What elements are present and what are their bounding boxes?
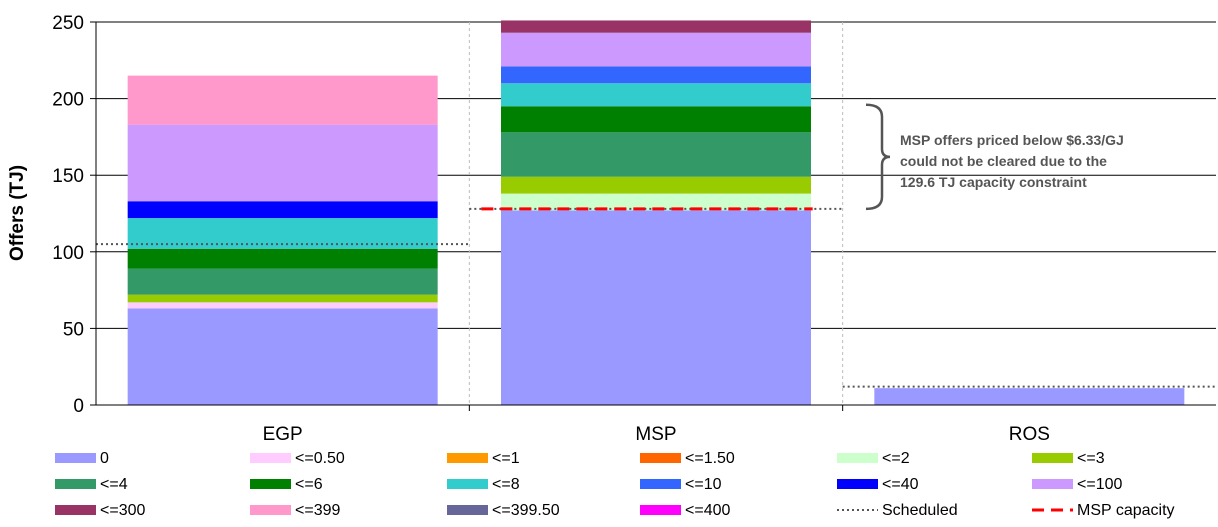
bar-egp-series-0: [127, 308, 438, 405]
legend-item-10-label: <=40: [882, 476, 919, 493]
y-tick-label-150: 150: [52, 166, 84, 187]
legend-item-2-swatch: [447, 453, 488, 463]
bar-msp-series-8: [501, 83, 811, 107]
y-tick-label-50: 50: [63, 319, 84, 340]
legend-item-9-label: <=10: [685, 476, 722, 493]
legend: 0 <=0.50 <=1 <=1.50 <=2 <=3 <=4 <=6 <=8 <=10 <=40 <…: [55, 450, 1175, 519]
legend-item-14-label: <=399.50: [492, 502, 560, 519]
bar-egp-series-5: [127, 294, 438, 303]
x-tick-label-ros: ROS: [1009, 424, 1050, 445]
annotation-line-3: 129.6 TJ capacity constraint: [900, 174, 1087, 190]
legend-item-6-swatch: [55, 479, 96, 489]
legend-item-4-label: <=2: [882, 450, 910, 467]
bar-msp-series-4: [501, 193, 811, 211]
bar-msp-series-7: [501, 106, 811, 133]
axes: 0 50 100 150 200 250 EGP MSP ROS: [52, 13, 1216, 445]
bar-egp-series-1: [127, 302, 438, 309]
legend-item-8-swatch: [447, 479, 488, 489]
legend-item-1-label: <=0.50: [295, 450, 345, 467]
y-tick-label-0: 0: [73, 396, 84, 417]
legend-item-5-swatch: [1032, 453, 1073, 463]
bar-msp-series-9: [501, 66, 811, 84]
legend-item-4-swatch: [837, 453, 878, 463]
legend-item-10-swatch: [837, 479, 878, 489]
legend-item-11-label: <=100: [1077, 476, 1122, 493]
legend-item-16-label: Scheduled: [882, 502, 958, 519]
legend-item-6-label: <=4: [100, 476, 128, 493]
bar-egp-series-10: [127, 201, 438, 219]
bar-egp-series-6: [127, 268, 438, 295]
legend-item-1-swatch: [250, 453, 291, 463]
y-tick-label-250: 250: [52, 13, 84, 34]
x-tick-label-egp: EGP: [263, 424, 303, 445]
legend-item-14-swatch: [447, 505, 488, 515]
annotation-line-1: MSP offers priced below $6.33/GJ: [900, 132, 1124, 148]
legend-item-7-swatch: [250, 479, 291, 489]
bar-egp-series-11: [127, 124, 438, 202]
legend-item-15-swatch: [640, 505, 681, 515]
y-axis-label: Offers (TJ): [7, 165, 28, 261]
legend-item-3-label: <=1.50: [685, 450, 735, 467]
legend-item-12-label: <=300: [100, 502, 145, 519]
stacked-bars: [127, 20, 1185, 405]
legend-item-0-label: 0: [100, 450, 109, 467]
legend-item-13-label: <=399: [295, 502, 340, 519]
legend-item-13-swatch: [250, 505, 291, 515]
y-tick-label-100: 100: [52, 243, 84, 264]
legend-item-5-label: <=3: [1077, 450, 1105, 467]
bar-ros-series-0: [874, 388, 1185, 405]
legend-item-17-label: MSP capacity: [1077, 502, 1175, 519]
legend-item-7-label: <=6: [295, 476, 323, 493]
annotation-bracket: [865, 103, 891, 211]
bar-egp-series-7: [127, 248, 438, 269]
legend-item-12-swatch: [55, 505, 96, 515]
bar-msp-series-12: [501, 20, 811, 33]
x-tick-label-msp: MSP: [635, 424, 676, 445]
legend-item-11-swatch: [1032, 479, 1073, 489]
legend-item-3-swatch: [640, 453, 681, 463]
bar-msp-series-11: [501, 32, 811, 67]
legend-item-0-swatch: [55, 453, 96, 463]
legend-item-2-label: <=1: [492, 450, 520, 467]
bar-msp-series-0: [501, 210, 811, 405]
bar-egp-series-13: [127, 75, 438, 125]
y-tick-label-200: 200: [52, 90, 84, 111]
bar-msp-series-6: [501, 132, 811, 177]
legend-item-9-swatch: [640, 479, 681, 489]
annotation-line-2: could not be cleared due to the: [900, 153, 1107, 169]
reference-lines: [96, 207, 1216, 388]
legend-item-8-label: <=8: [492, 476, 520, 493]
annotation: MSP offers priced below $6.33/GJ could n…: [865, 103, 1124, 211]
legend-item-15-label: <=400: [685, 502, 730, 519]
bar-msp-series-5: [501, 176, 811, 194]
